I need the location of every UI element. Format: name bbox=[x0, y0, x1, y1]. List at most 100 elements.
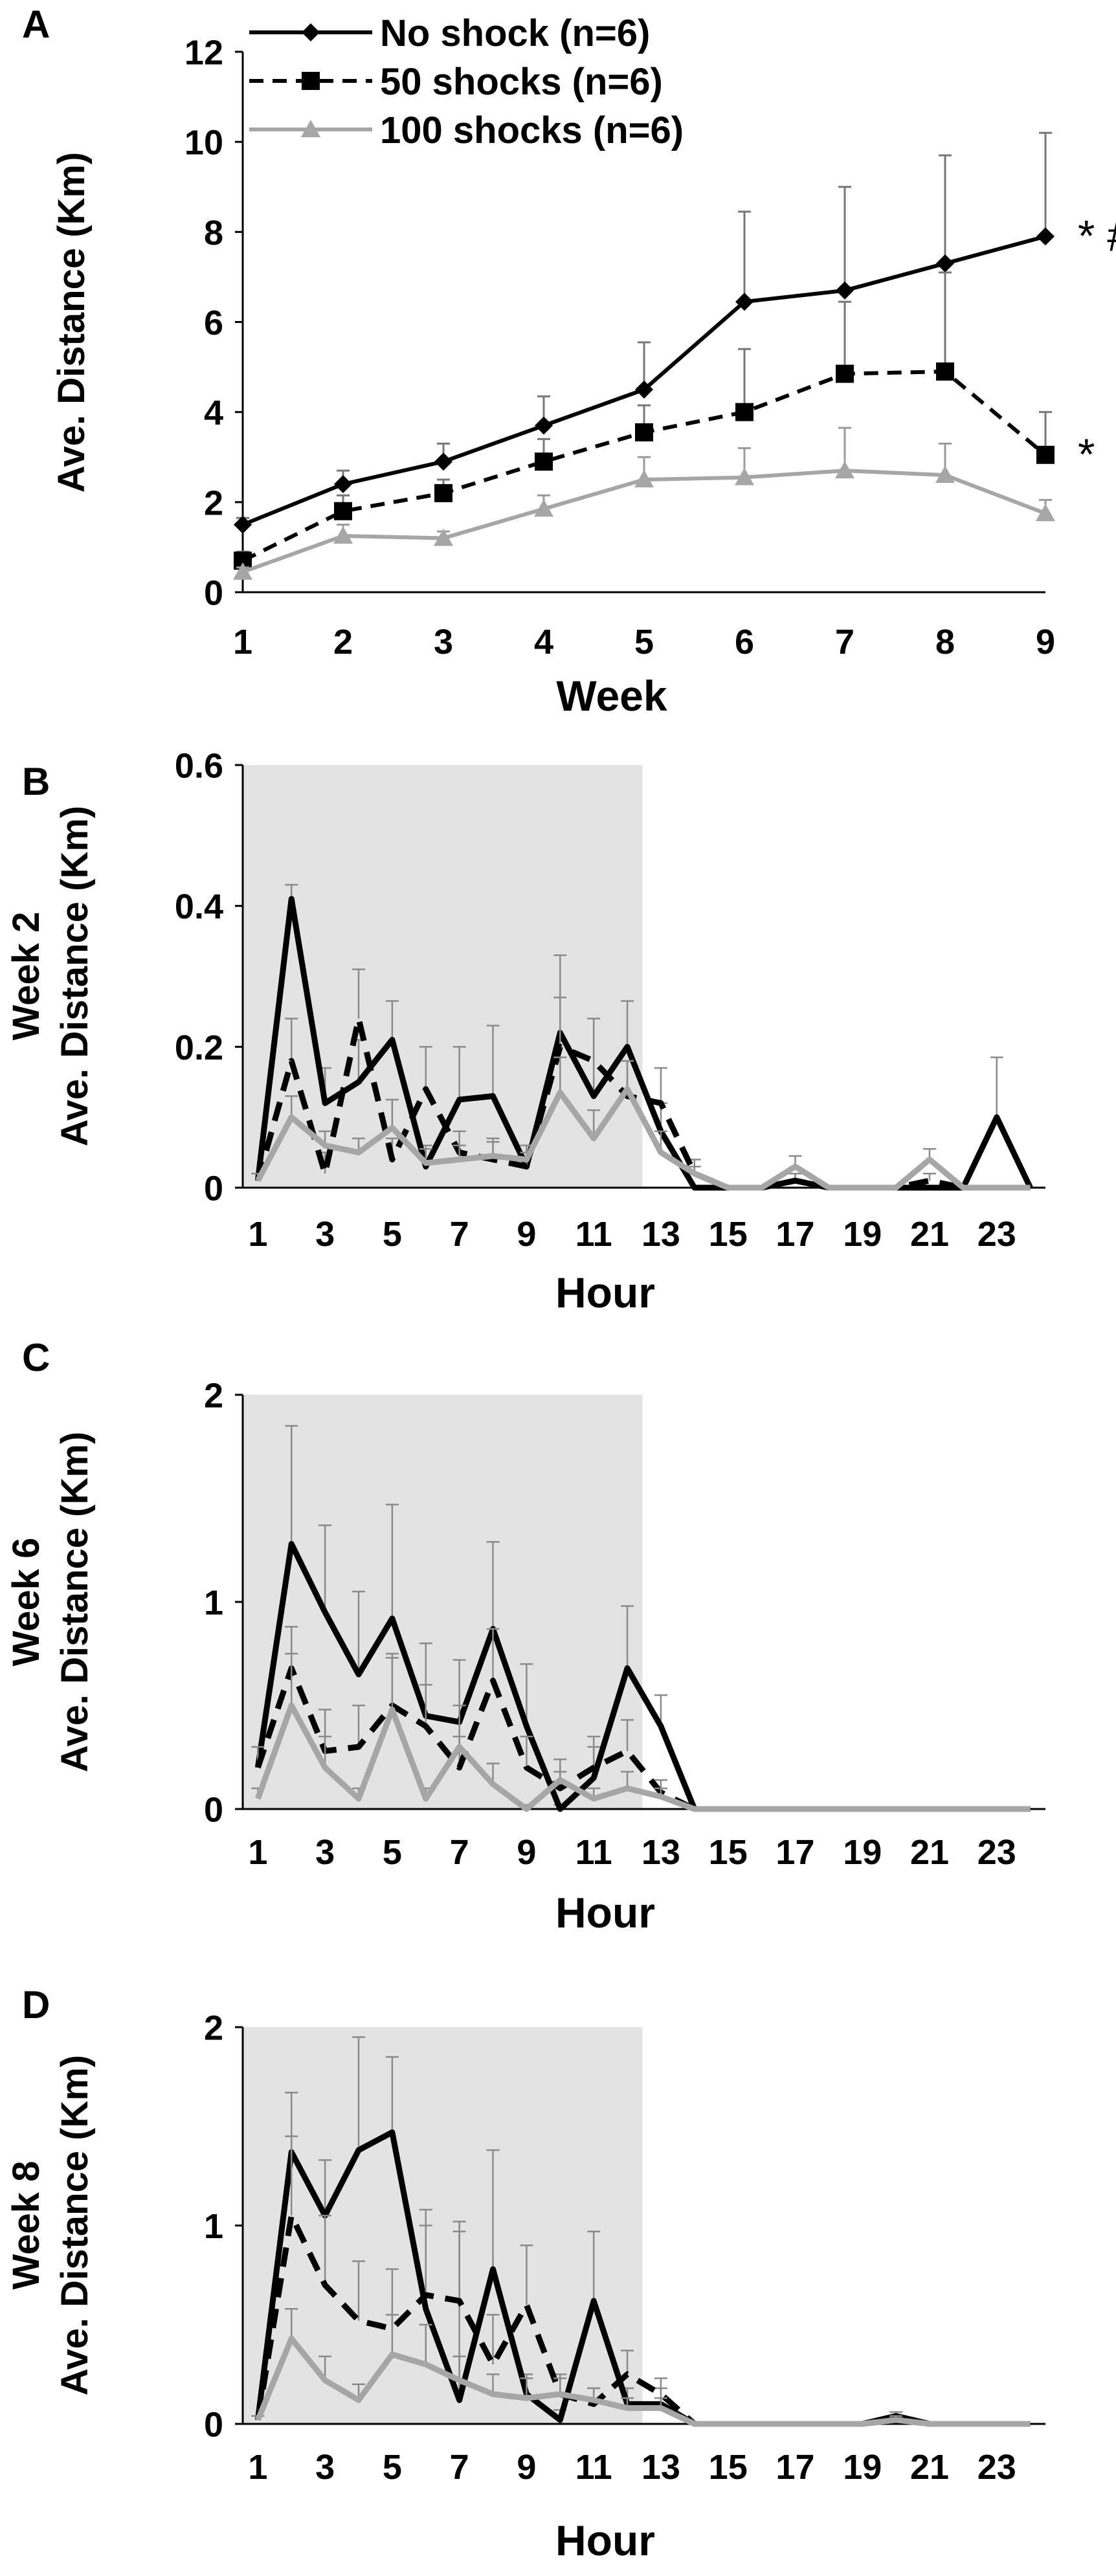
panel-a-y-tick-label: 8 bbox=[204, 214, 223, 252]
panel-a-y-tick-label: 12 bbox=[184, 33, 223, 72]
panel-a-legend-1-swatch-marker bbox=[302, 23, 320, 41]
panel-d-x-tick-label: 15 bbox=[709, 2448, 748, 2487]
panel-a-legend-3-label: 100 shocks (n=6) bbox=[380, 109, 684, 151]
panel-a-x-tick-label: 1 bbox=[233, 623, 252, 661]
panel-b-y-tick-label: 0.6 bbox=[175, 746, 223, 785]
panel-a-series-1-point bbox=[936, 254, 954, 273]
panel-b-x-tick-label: 13 bbox=[642, 1215, 680, 1254]
panel-c-x-tick-label: 21 bbox=[910, 1833, 949, 1872]
panel-c-x-tick-label: 23 bbox=[977, 1833, 1016, 1872]
panel-c-x-tick-label: 1 bbox=[248, 1833, 267, 1872]
panel-a-series-3-point bbox=[634, 470, 654, 488]
panel-a-y-axis-label: Ave. Distance (Km) bbox=[50, 152, 93, 493]
panel-a-series-3-point bbox=[233, 562, 252, 580]
panel-d-x-tick-label: 23 bbox=[977, 2448, 1016, 2487]
panel-a-series-3-point bbox=[434, 528, 453, 546]
panel-d-x-tick-label: 5 bbox=[383, 2448, 402, 2487]
panel-a-series-3-point bbox=[534, 499, 553, 517]
panel-b-letter: B bbox=[22, 760, 50, 803]
panel-a-series-2-point bbox=[434, 483, 452, 502]
panel-d-letter: D bbox=[22, 1983, 50, 2026]
panel-a-series-2-point bbox=[635, 423, 653, 441]
panel-d-x-tick-label: 3 bbox=[315, 2448, 335, 2487]
panel-c-x-tick-label: 3 bbox=[315, 1833, 335, 1872]
panel-b-series-3-line bbox=[255, 1086, 1031, 1191]
panel-d-x-tick-label: 7 bbox=[450, 2448, 469, 2487]
panel-a-x-tick-label: 7 bbox=[835, 623, 854, 661]
panel-b-x-tick-label: 11 bbox=[575, 1215, 612, 1254]
panel-a-x-axis-label: Week bbox=[556, 672, 667, 720]
panel-c-x-tick-label: 9 bbox=[517, 1833, 536, 1872]
panel-c-x-tick-label: 7 bbox=[450, 1833, 469, 1872]
panel-a-y-tick-label: 2 bbox=[204, 483, 223, 522]
panel-b-x-tick-label: 19 bbox=[843, 1215, 882, 1254]
panel-a-legend-2-label: 50 shocks (n=6) bbox=[380, 61, 663, 103]
panel-d-x-axis-label: Hour bbox=[555, 2516, 655, 2564]
panel-a-series-2-point bbox=[1036, 445, 1055, 464]
panel-a-letter: A bbox=[22, 3, 50, 46]
panel-d-shaded-region bbox=[243, 2027, 643, 2424]
panel-a-x-tick-label: 3 bbox=[434, 623, 453, 661]
panel-d-x-tick-label: 13 bbox=[642, 2448, 680, 2487]
panel-b-x-tick-label: 21 bbox=[910, 1215, 949, 1254]
panel-b-x-tick-label: 17 bbox=[776, 1215, 814, 1254]
panel-c-x-tick-label: 17 bbox=[776, 1833, 814, 1872]
panel-d-series-3-line bbox=[255, 2335, 1031, 2427]
panel-a-legend-2-swatch-marker bbox=[302, 72, 320, 90]
panel-a-series-2-point bbox=[735, 403, 753, 421]
panel-a-series-3-point bbox=[333, 526, 353, 544]
panel-a-series-2-point bbox=[836, 364, 854, 383]
panel-a-y-tick-label: 10 bbox=[184, 124, 223, 162]
panel-a-y-tick-label: 6 bbox=[204, 304, 223, 342]
panel-d-x-tick-label: 19 bbox=[843, 2448, 882, 2487]
panel-a-series-1-point bbox=[434, 452, 452, 471]
panel-a-annotation-2: * bbox=[1078, 430, 1095, 479]
panel-a-series-1-point bbox=[234, 515, 252, 534]
panel-a-x-tick-label: 5 bbox=[634, 623, 654, 661]
panel-c-x-tick-label: 13 bbox=[642, 1833, 680, 1872]
panel-c-x-tick-label: 5 bbox=[383, 1833, 402, 1872]
panel-b-x-tick-label: 23 bbox=[977, 1215, 1016, 1254]
panel-a-x-tick-label: 4 bbox=[534, 623, 553, 661]
panel-b-y-tick-label: 0 bbox=[204, 1169, 223, 1208]
panel-b-series-1-line bbox=[254, 896, 1033, 1191]
panel-a-x-tick-label: 6 bbox=[735, 623, 754, 661]
panel-c-x-tick-label: 15 bbox=[709, 1833, 748, 1872]
panel-b-x-axis-label: Hour bbox=[555, 1269, 655, 1316]
panel-a-series-3-point bbox=[735, 467, 754, 485]
panel-a-series-3-point bbox=[1036, 504, 1055, 522]
panel-a-series-1-point bbox=[836, 281, 854, 300]
panel-d-x-tick-label: 1 bbox=[248, 2448, 267, 2487]
panel-a-x-tick-label: 9 bbox=[1036, 623, 1055, 661]
panel-a-x-tick-label: 2 bbox=[333, 623, 353, 661]
panel-a-legend-1-label: No shock (n=6) bbox=[380, 12, 650, 54]
panel-b-y-tick-label: 0.4 bbox=[175, 887, 223, 926]
panel-a-y-tick-label: 0 bbox=[204, 573, 223, 612]
panel-a-series-2-point bbox=[936, 362, 954, 381]
panel-a-series-3-point bbox=[835, 461, 854, 479]
panel-b-y-tick-label: 0.2 bbox=[175, 1028, 223, 1067]
panel-a-series-1-point bbox=[334, 475, 352, 493]
panel-c-y-tick-label: 2 bbox=[204, 1376, 223, 1415]
panel-a-series-2-point bbox=[535, 452, 553, 471]
panel-c-y-tick-label: 1 bbox=[204, 1583, 223, 1622]
panel-b-row-label: Week 2 bbox=[5, 912, 47, 1041]
panel-c-row-label: Week 6 bbox=[5, 1538, 47, 1667]
panel-c-x-tick-label: 11 bbox=[575, 1833, 612, 1872]
panel-a-series-1-point bbox=[735, 293, 753, 311]
panel-d-x-tick-label: 17 bbox=[776, 2448, 814, 2487]
panel-b-y-axis-label: Ave. Distance (Km) bbox=[54, 806, 96, 1146]
panel-b-x-tick-label: 5 bbox=[383, 1215, 402, 1254]
panel-c-x-tick-label: 19 bbox=[843, 1833, 882, 1872]
panel-d-y-axis-label: Ave. Distance (Km) bbox=[54, 2055, 96, 2395]
panel-a-x-tick-label: 8 bbox=[935, 623, 955, 661]
panel-b-x-tick-label: 7 bbox=[450, 1215, 469, 1254]
panel-a-series-2-point bbox=[334, 502, 352, 520]
panel-a-y-tick-label: 4 bbox=[204, 394, 223, 432]
panel-c-y-axis-label: Ave. Distance (Km) bbox=[54, 1432, 96, 1772]
panel-d-x-tick-label: 11 bbox=[575, 2448, 612, 2487]
panel-c-letter: C bbox=[22, 1336, 50, 1379]
panel-a-series-3-point bbox=[935, 465, 955, 483]
panel-b-x-tick-label: 3 bbox=[315, 1215, 335, 1254]
